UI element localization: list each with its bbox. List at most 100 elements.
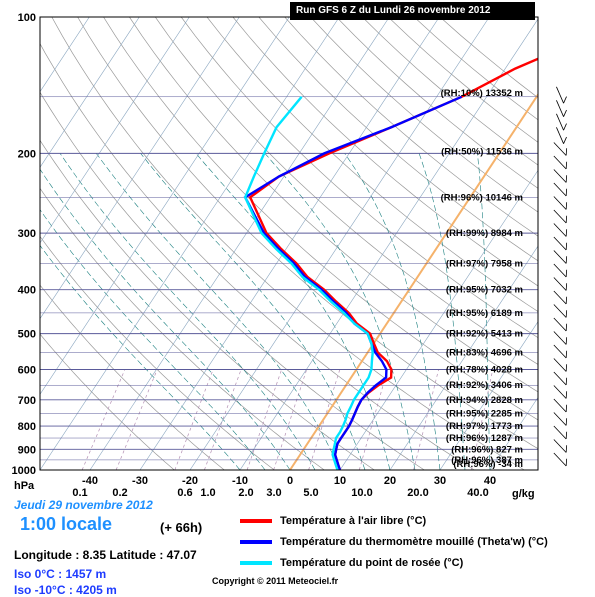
wind-barb-icon	[551, 143, 569, 156]
iso0-line	[290, 17, 589, 470]
dry-adiabat	[207, 17, 595, 470]
legend-dewpoint: Température du point de rosée (°C)	[240, 557, 463, 569]
x-tick-label: -20	[182, 475, 198, 487]
isotherm	[190, 17, 489, 470]
wind-barb-icon	[551, 251, 569, 264]
x-tick-label: 10	[334, 475, 346, 487]
wind-barb-icon	[551, 224, 569, 237]
dry-adiabat	[0, 17, 274, 470]
y-tick-label: 500	[18, 329, 36, 341]
isotherm	[540, 17, 595, 470]
legend-temperature: Température à l'air libre (°C)	[240, 515, 426, 527]
wind-barb-icon	[551, 210, 569, 223]
wind-barb-icon	[551, 332, 569, 345]
wind-barb-icon	[551, 197, 569, 210]
wind-barb-icon	[551, 413, 569, 426]
dry-adiabat	[0, 17, 374, 470]
forecast-offset: (+ 66h)	[160, 520, 202, 535]
wind-barb-staff	[551, 100, 568, 116]
mixing-ratio-tick-label: 5.0	[303, 487, 318, 499]
dry-adiabat	[155, 17, 595, 470]
mixing-ratio-line	[274, 370, 307, 471]
moist-adiabat	[196, 153, 390, 470]
mixing-ratio-tick-label: 2.0	[238, 487, 253, 499]
legend-label-dewpoint: Température du point de rosée (°C)	[280, 557, 463, 569]
level-label: (RH:95%) 6189 m	[446, 308, 523, 319]
y-tick-label: 400	[18, 285, 36, 297]
x-tick-label: 40	[484, 475, 496, 487]
wind-barb-icon	[551, 156, 569, 169]
wind-barb-icon	[551, 100, 568, 116]
level-label: (RH:94%) 2828 m	[446, 395, 523, 406]
dry-adiabat	[259, 17, 595, 470]
legend-label-temperature: Température à l'air libre (°C)	[280, 515, 426, 527]
wind-barb-icon	[551, 264, 569, 277]
wind-barb-icon	[551, 114, 568, 130]
wind-barb-icon	[551, 318, 569, 331]
iso-minus10: Iso -10°C : 4205 m	[14, 583, 117, 597]
level-label: (RH:96%) 1287 m	[446, 433, 523, 444]
x-tick-label: 30	[434, 475, 446, 487]
level-label: (RH:95%) 7032 m	[446, 285, 523, 296]
level-label: (RH:95%) 2285 m	[446, 408, 523, 419]
y-tick-label: 100	[18, 12, 36, 24]
y-axis-label: hPa	[14, 480, 35, 492]
moist-adiabat	[4, 153, 265, 470]
series-line-1	[245, 97, 461, 470]
wind-barb-icon	[551, 386, 569, 399]
mixing-ratio-unit: g/kg	[512, 488, 535, 500]
level-label: (RH:97%) 7958 m	[446, 258, 523, 269]
wind-barb-icon	[551, 453, 569, 466]
moist-adiabat	[0, 153, 240, 470]
legend-swatch-red	[240, 519, 272, 523]
level-label: (RH:78%) 4028 m	[446, 365, 523, 376]
wind-barb-staff	[551, 114, 568, 130]
wind-barb-icon	[551, 127, 568, 143]
wind-barb-icon	[551, 305, 569, 318]
wind-barb-icon	[551, 291, 569, 304]
moist-adiabat	[60, 153, 315, 470]
legend-swatch-blue	[240, 540, 272, 544]
x-tick-label: 0	[287, 475, 293, 487]
y-tick-label: 900	[18, 444, 36, 456]
iso-zero: Iso 0°C : 1457 m	[14, 567, 106, 581]
isotherm	[140, 17, 439, 470]
y-tick-label: 600	[18, 365, 36, 377]
dry-adiabat	[129, 17, 595, 470]
mixing-ratio-tick-label: 20.0	[407, 487, 428, 499]
level-label: (RH:97%) 1773 m	[446, 421, 523, 432]
y-tick-label: 700	[18, 395, 36, 407]
local-time: 1:00 locale	[20, 514, 112, 535]
wind-barb-icon	[551, 87, 568, 103]
level-label: (RH:96%) 827 m	[451, 444, 523, 455]
x-tick-label: -40	[82, 475, 98, 487]
wind-barb-icon	[551, 440, 569, 453]
level-label: (RH:83%) 4696 m	[446, 347, 523, 358]
mixing-ratio-tick-label: 3.0	[266, 487, 281, 499]
wind-barb-icon	[551, 399, 569, 412]
dry-adiabat	[181, 17, 595, 470]
legend-wetbulb: Température du thermomètre mouillé (Thet…	[240, 536, 548, 548]
wind-barb-icon	[551, 237, 569, 250]
wind-barb-icon	[551, 183, 569, 196]
isotherm	[90, 17, 389, 470]
x-tick-label: -30	[132, 475, 148, 487]
wind-barb-staff	[551, 127, 568, 143]
mixing-ratio-line	[116, 370, 157, 471]
mixing-ratio-tick-label: 1.0	[200, 487, 215, 499]
level-label: (RH:92%) 5413 m	[446, 329, 523, 340]
level-label: (RH:92%) 3406 m	[446, 380, 523, 391]
mixing-ratio-line	[175, 370, 213, 471]
level-label: (RH:50%) 11536 m	[441, 146, 523, 157]
y-tick-label: 800	[18, 421, 36, 433]
y-tick-label: 1000	[12, 465, 36, 477]
wind-barb-icon	[551, 372, 569, 385]
legend-swatch-cyan	[240, 561, 272, 565]
dry-adiabat	[233, 17, 595, 470]
mixing-ratio-tick-label: 40.0	[467, 487, 488, 499]
y-tick-label: 300	[18, 228, 36, 240]
y-tick-label: 200	[18, 148, 36, 160]
wind-barb-icon	[551, 359, 569, 372]
copyright: Copyright © 2011 Meteociel.fr	[212, 576, 338, 586]
wind-barb-icon	[551, 278, 569, 291]
